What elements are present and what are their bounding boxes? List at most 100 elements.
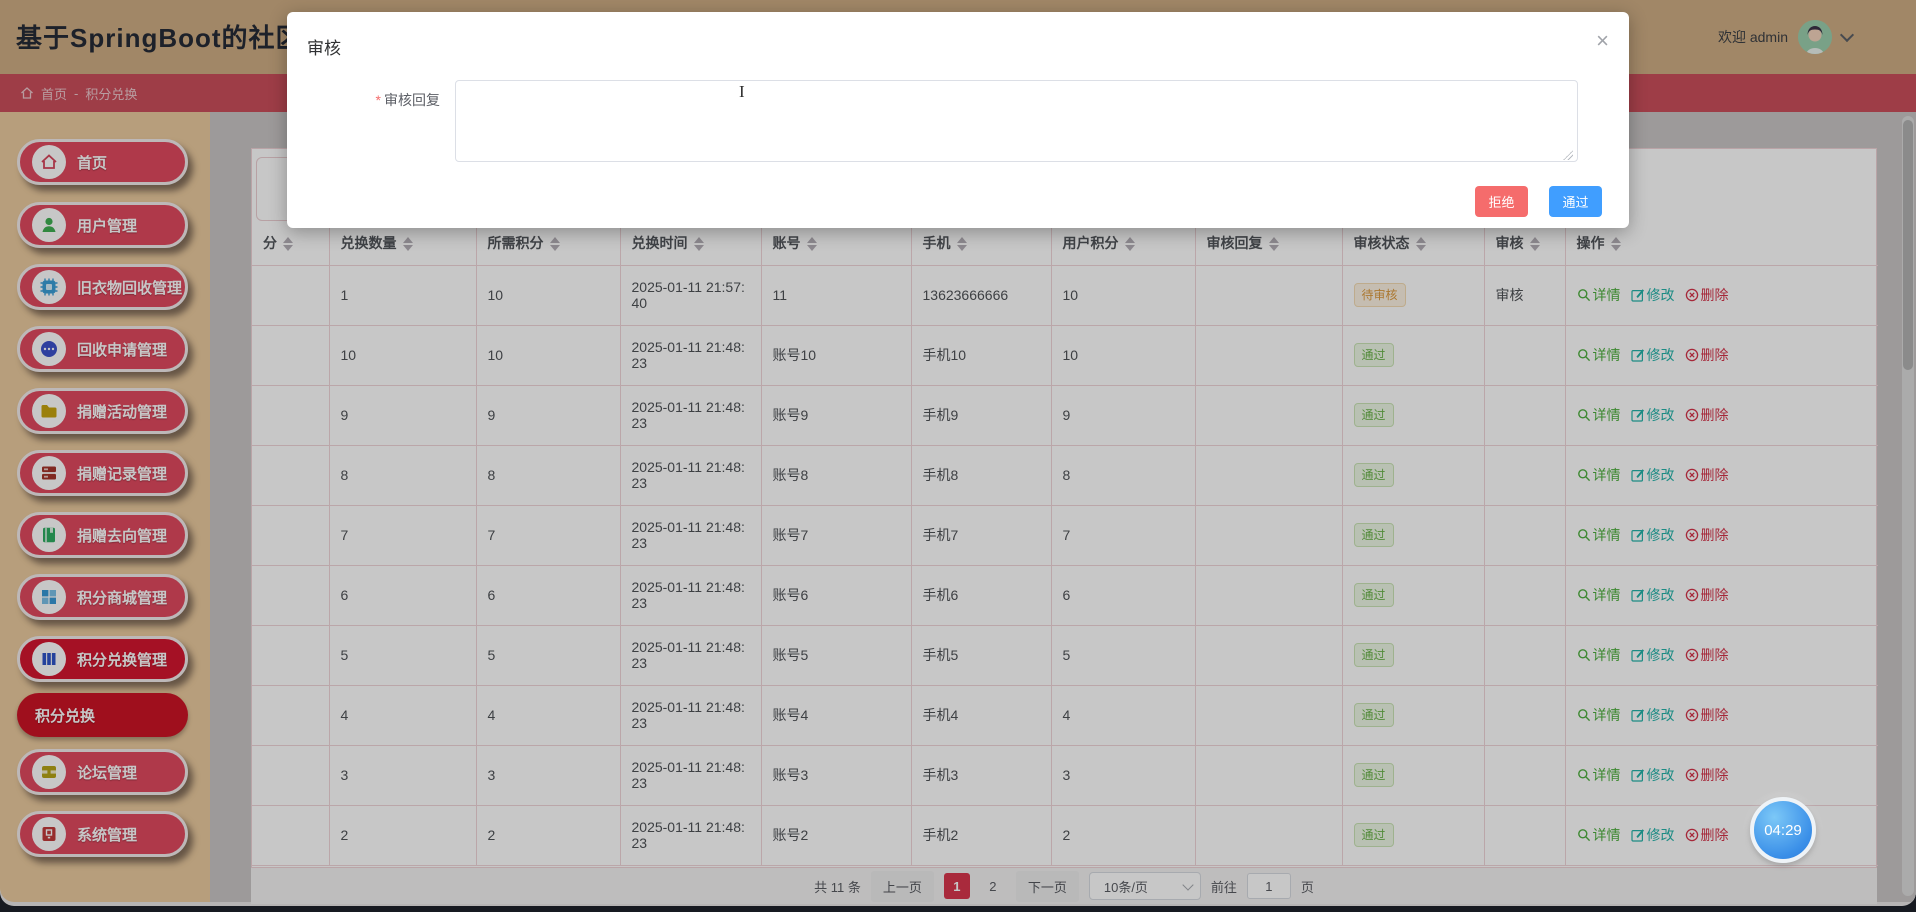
delete-link[interactable]: 删除 xyxy=(1685,705,1729,725)
sidebar-item-book[interactable]: 捐赠去向管理 xyxy=(17,512,188,558)
column-header-user_points[interactable]: 用户积分 xyxy=(1050,221,1196,266)
reject-button[interactable]: 拒绝 xyxy=(1475,186,1528,217)
sort-caret-icon[interactable] xyxy=(1415,237,1426,252)
delete-link[interactable]: 删除 xyxy=(1685,765,1729,785)
audit-reply-textarea[interactable] xyxy=(455,80,1578,162)
detail-link[interactable]: 详情 xyxy=(1577,705,1621,725)
sort-caret-icon[interactable] xyxy=(956,237,967,252)
goto-page-input[interactable] xyxy=(1246,873,1291,899)
sidebar-item-user[interactable]: 用户管理 xyxy=(17,202,188,248)
required-mark: * xyxy=(375,92,381,108)
edit-link[interactable]: 修改 xyxy=(1630,285,1675,305)
delete-link[interactable]: 删除 xyxy=(1685,345,1729,365)
sort-caret-icon[interactable] xyxy=(1124,237,1135,252)
folder-icon xyxy=(32,394,66,428)
chip-icon xyxy=(32,270,66,304)
table-card: 分兑换数量 所需积分 兑换时间 账号 手机 用户积分 审核回复 审核状态 审核 操作 1 10 202… xyxy=(251,148,1878,868)
cell-actions: 详情 修改 删除 xyxy=(1564,564,1878,626)
cell-col0 xyxy=(252,504,330,566)
sidebar-item-label: 用户管理 xyxy=(77,217,138,235)
detail-link[interactable]: 详情 xyxy=(1577,765,1621,785)
approve-button[interactable]: 通过 xyxy=(1549,186,1602,217)
sidebar-item-records[interactable]: 捐赠记录管理 xyxy=(17,450,188,496)
column-header-audit[interactable]: 审核 xyxy=(1483,221,1566,266)
sidebar-item-columns[interactable]: 积分兑换管理 xyxy=(17,636,188,682)
detail-link[interactable]: 详情 xyxy=(1577,645,1621,665)
scrollbar-thumb[interactable] xyxy=(1903,120,1913,370)
cell-time: 2025-01-11 21:48:23 xyxy=(619,624,762,686)
audit-link[interactable]: 审核 xyxy=(1495,287,1524,303)
sort-caret-icon[interactable] xyxy=(1268,237,1279,252)
detail-link[interactable]: 详情 xyxy=(1577,585,1621,605)
sidebar-item-grid[interactable]: 积分商城管理 xyxy=(17,574,188,620)
delete-link[interactable]: 删除 xyxy=(1685,525,1729,545)
breadcrumb-home[interactable]: 首页 xyxy=(41,86,68,102)
edit-link[interactable]: 修改 xyxy=(1630,345,1675,365)
table-row: 5 5 2025-01-11 21:48:23 账号5 手机5 5 通过 详情 修改 删除 xyxy=(252,624,1878,686)
goto-label: 前往 xyxy=(1210,879,1237,895)
sidebar-item-system[interactable]: 系统管理 xyxy=(17,811,188,857)
delete-link[interactable]: 删除 xyxy=(1685,465,1729,485)
sidebar-item-home[interactable]: 首页 xyxy=(17,139,188,185)
table-row: 2 2 2025-01-11 21:48:23 账号2 手机2 2 通过 详情 修改 删除 xyxy=(252,804,1878,866)
sidebar-item-submenu[interactable]: 积分兑换 xyxy=(17,693,188,737)
cell-col0 xyxy=(252,684,330,746)
detail-link[interactable]: 详情 xyxy=(1577,465,1621,485)
edit-link[interactable]: 修改 xyxy=(1630,645,1675,665)
detail-link[interactable]: 详情 xyxy=(1577,825,1621,845)
sidebar-item-forum[interactable]: 论坛管理 xyxy=(17,749,188,795)
page-button-2[interactable]: 2 xyxy=(989,878,997,894)
sort-caret-icon[interactable] xyxy=(402,237,413,252)
avatar[interactable] xyxy=(1798,20,1832,54)
cell-status: 通过 xyxy=(1341,324,1485,386)
column-header-account[interactable]: 账号 xyxy=(760,221,912,266)
delete-link[interactable]: 删除 xyxy=(1685,645,1729,665)
edit-link[interactable]: 修改 xyxy=(1630,705,1675,725)
sort-caret-icon[interactable] xyxy=(1610,237,1621,252)
sort-caret-icon[interactable] xyxy=(806,237,817,252)
status-badge: 通过 xyxy=(1353,703,1394,727)
sort-caret-icon[interactable] xyxy=(549,237,560,252)
page-size-select[interactable]: 10条/页 xyxy=(1088,872,1201,900)
cell-status: 通过 xyxy=(1341,564,1485,626)
detail-link[interactable]: 详情 xyxy=(1577,405,1621,425)
page-scrollbar[interactable] xyxy=(1902,116,1914,896)
sort-caret-icon[interactable] xyxy=(283,237,293,252)
cell-user_points: 5 xyxy=(1050,624,1196,686)
delete-link[interactable]: 删除 xyxy=(1685,825,1729,845)
edit-link[interactable]: 修改 xyxy=(1630,525,1675,545)
cell-need: 8 xyxy=(475,444,621,506)
sidebar-item-label: 捐赠记录管理 xyxy=(77,465,168,483)
close-icon[interactable]: × xyxy=(1596,28,1609,53)
next-page-button[interactable]: 下一页 xyxy=(1015,870,1079,902)
cell-account: 账号3 xyxy=(760,744,912,806)
detail-link[interactable]: 详情 xyxy=(1577,345,1621,365)
column-header-phone[interactable]: 手机 xyxy=(910,221,1052,266)
sort-caret-icon[interactable] xyxy=(693,237,704,252)
edit-link[interactable]: 修改 xyxy=(1630,765,1675,785)
sidebar-item-chip[interactable]: 旧衣物回收管理 xyxy=(17,264,188,310)
edit-link[interactable]: 修改 xyxy=(1630,825,1675,845)
detail-link[interactable]: 详情 xyxy=(1577,285,1621,305)
textarea-resize-handle[interactable] xyxy=(1563,150,1573,160)
prev-page-button[interactable]: 上一页 xyxy=(870,870,934,902)
cell-reply xyxy=(1194,804,1343,866)
cell-phone: 手机2 xyxy=(910,804,1052,866)
sidebar-item-ellipsis[interactable]: 回收申请管理 xyxy=(17,326,188,372)
delete-link[interactable]: 删除 xyxy=(1685,285,1729,305)
page-button-1[interactable]: 1 xyxy=(943,873,970,899)
delete-link[interactable]: 删除 xyxy=(1685,405,1729,425)
sort-caret-icon[interactable] xyxy=(1529,237,1540,252)
edit-link[interactable]: 修改 xyxy=(1630,465,1675,485)
user-area[interactable]: 欢迎 admin xyxy=(1718,0,1855,74)
delete-link[interactable]: 删除 xyxy=(1685,585,1729,605)
recording-timer[interactable]: 04:29 xyxy=(1750,797,1816,863)
cell-reply xyxy=(1194,384,1343,446)
sidebar-item-folder[interactable]: 捐赠活动管理 xyxy=(17,388,188,434)
edit-link[interactable]: 修改 xyxy=(1630,405,1675,425)
cell-user_points: 4 xyxy=(1050,684,1196,746)
detail-link[interactable]: 详情 xyxy=(1577,525,1621,545)
breadcrumb-separator: - xyxy=(74,85,79,101)
cell-actions: 详情 修改 删除 xyxy=(1564,504,1878,566)
edit-link[interactable]: 修改 xyxy=(1630,585,1675,605)
